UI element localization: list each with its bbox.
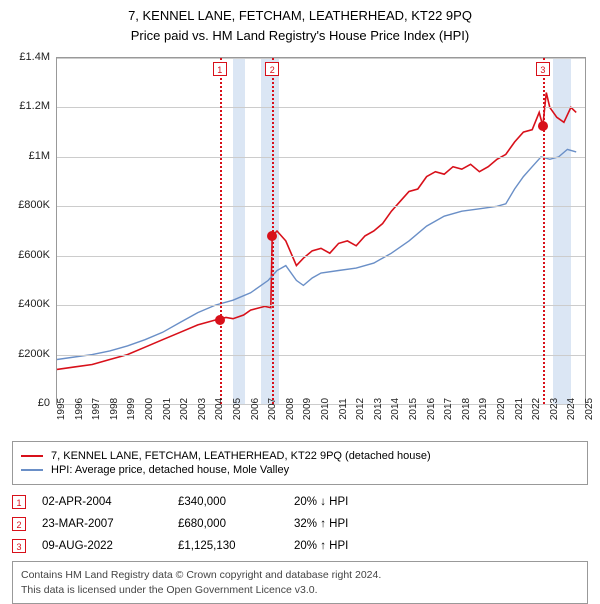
event-row: 2 23-MAR-2007 £680,000 32% ↑ HPI — [12, 517, 588, 531]
y-tick-label: £0 — [38, 397, 50, 409]
chart-legend: 7, KENNEL LANE, FETCHAM, LEATHERHEAD, KT… — [12, 441, 588, 485]
event-marker-box: 1 — [213, 62, 227, 76]
x-tick-label: 2025 — [584, 398, 600, 420]
event-marker-box: 3 — [536, 62, 550, 76]
event-num-box: 3 — [12, 539, 26, 553]
event-row: 1 02-APR-2004 £340,000 20% ↓ HPI — [12, 495, 588, 509]
event-price: £340,000 — [178, 496, 278, 508]
event-pct: 32% ↑ HPI — [294, 518, 394, 530]
y-tick-label: £1M — [29, 150, 50, 162]
event-pct: 20% ↑ HPI — [294, 540, 394, 552]
legend-swatch — [21, 469, 43, 471]
legend-label: HPI: Average price, detached house, Mole… — [51, 464, 289, 476]
chart-title-subtitle: Price paid vs. HM Land Registry's House … — [0, 26, 600, 46]
y-tick-label: £400K — [18, 298, 50, 310]
plot-area: 1 2 3 — [56, 57, 586, 405]
legend-row: 7, KENNEL LANE, FETCHAM, LEATHERHEAD, KT… — [21, 450, 579, 462]
legend-label: 7, KENNEL LANE, FETCHAM, LEATHERHEAD, KT… — [51, 450, 431, 462]
series-line-price_paid — [57, 93, 576, 370]
series-line-hpi — [57, 149, 576, 359]
event-row: 3 09-AUG-2022 £1,125,130 20% ↑ HPI — [12, 539, 588, 553]
event-num-box: 2 — [12, 517, 26, 531]
events-table: 1 02-APR-2004 £340,000 20% ↓ HPI 2 23-MAR-200… — [12, 495, 588, 553]
y-axis: £0£200K£400K£600K£800K£1M£1.2M£1.4M — [8, 57, 54, 405]
y-tick-label: £200K — [18, 348, 50, 360]
event-price: £680,000 — [178, 518, 278, 530]
event-date: 23-MAR-2007 — [42, 518, 162, 530]
y-tick-label: £600K — [18, 249, 50, 261]
event-price: £1,125,130 — [178, 540, 278, 552]
event-date: 09-AUG-2022 — [42, 540, 162, 552]
event-num-box: 1 — [12, 495, 26, 509]
x-axis: 1995199619971998199920002001200220032004… — [56, 407, 586, 433]
event-date: 02-APR-2004 — [42, 496, 162, 508]
legend-row: HPI: Average price, detached house, Mole… — [21, 464, 579, 476]
legend-swatch — [21, 455, 43, 457]
event-dash-line — [543, 58, 545, 404]
event-marker-dot — [538, 121, 548, 131]
event-marker-dot — [215, 315, 225, 325]
event-pct: 20% ↓ HPI — [294, 496, 394, 508]
chart-lines-layer — [57, 58, 585, 404]
event-marker-dot — [267, 231, 277, 241]
chart-title-block: 7, KENNEL LANE, FETCHAM, LEATHERHEAD, KT… — [0, 0, 600, 45]
event-marker-box: 2 — [265, 62, 279, 76]
attribution-line-1: Contains HM Land Registry data © Crown c… — [21, 568, 579, 583]
y-tick-label: £1.4M — [19, 51, 50, 63]
event-dash-line — [220, 58, 222, 404]
y-tick-label: £800K — [18, 199, 50, 211]
chart-title-address: 7, KENNEL LANE, FETCHAM, LEATHERHEAD, KT… — [0, 6, 600, 26]
chart-area: £0£200K£400K£600K£800K£1M£1.2M£1.4M 123 … — [8, 53, 592, 433]
attribution-line-2: This data is licensed under the Open Gov… — [21, 583, 579, 598]
y-tick-label: £1.2M — [19, 100, 50, 112]
attribution-box: Contains HM Land Registry data © Crown c… — [12, 561, 588, 604]
